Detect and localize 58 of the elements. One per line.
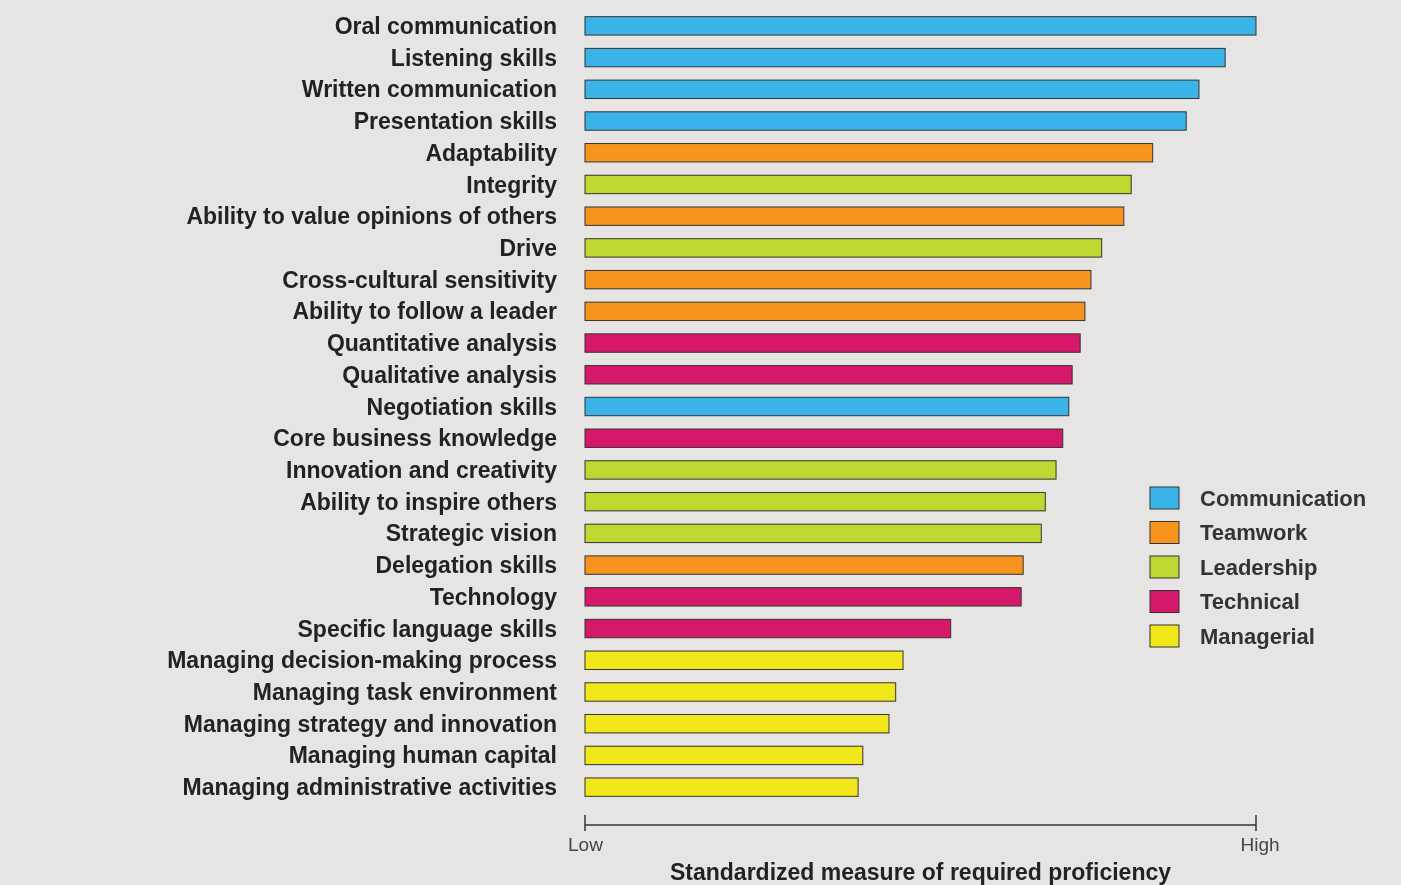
bar xyxy=(584,777,859,797)
y-tick-label: Technology xyxy=(429,583,558,610)
y-tick-label: Core business knowledge xyxy=(273,425,557,452)
y-tick-label: Specific language skills xyxy=(297,615,557,642)
y-tick-label: Managing strategy and innovation xyxy=(183,710,557,737)
legend-label: Managerial xyxy=(1200,623,1315,649)
legend-label: Technical xyxy=(1200,589,1300,615)
y-tick-label: Ability to inspire others xyxy=(300,488,557,515)
y-tick-label: Quantitative analysis xyxy=(326,330,557,357)
bar xyxy=(584,143,1154,163)
y-tick-label: Ability to value opinions of others xyxy=(186,203,557,230)
bar xyxy=(584,650,904,670)
y-tick-label: Ability to follow a leader xyxy=(292,298,558,325)
bar xyxy=(584,174,1132,195)
y-tick-label: Negotiation skills xyxy=(366,393,557,420)
bar xyxy=(584,111,1187,131)
y-tick-label: Adaptability xyxy=(425,139,558,166)
text: High xyxy=(1240,834,1280,855)
legend-label: Communication xyxy=(1200,485,1367,511)
bar xyxy=(584,587,1022,607)
bar xyxy=(584,618,952,639)
legend-label: Leadership xyxy=(1200,554,1318,580)
y-tick-label: Managing administrative activities xyxy=(182,774,557,801)
y-tick-label: Innovation and creativity xyxy=(286,456,558,483)
bar xyxy=(584,714,890,734)
y-tick-label: Listening skills xyxy=(390,44,557,71)
bar xyxy=(584,238,1103,258)
bar xyxy=(584,491,1046,512)
y-tick-label: Oral communication xyxy=(334,12,557,39)
bar xyxy=(584,523,1042,544)
bar xyxy=(584,206,1125,226)
y-tick-label: Managing human capital xyxy=(288,742,557,769)
x-axis-title: Standardized measure of required proficiency xyxy=(669,859,1172,885)
y-tick-label: Managing task environment xyxy=(252,679,558,706)
y-tick-label: Strategic vision xyxy=(385,520,557,547)
y-tick-label: Cross-cultural sensitivity xyxy=(282,266,558,293)
y-tick-label: Drive xyxy=(499,234,557,261)
bar xyxy=(584,79,1200,99)
bar xyxy=(584,682,897,702)
y-tick-label: Integrity xyxy=(466,171,558,198)
y-tick-label: Qualitative analysis xyxy=(342,361,557,388)
y-tick-label: Managing decision-making process xyxy=(167,647,557,674)
y-tick-label: Presentation skills xyxy=(353,108,557,135)
bar xyxy=(584,47,1226,68)
text: Low xyxy=(568,834,604,855)
bar xyxy=(584,460,1057,480)
bar xyxy=(584,333,1081,353)
bar xyxy=(584,301,1086,322)
y-tick-label: Written communication xyxy=(301,76,557,103)
bar xyxy=(584,16,1257,36)
bar xyxy=(584,396,1070,417)
bar xyxy=(584,745,864,766)
bar xyxy=(584,269,1092,290)
legend-label: Teamwork xyxy=(1200,520,1308,546)
bar xyxy=(584,428,1064,448)
bar xyxy=(584,365,1073,385)
y-tick-label: Delegation skills xyxy=(375,552,557,579)
bar xyxy=(584,555,1024,575)
